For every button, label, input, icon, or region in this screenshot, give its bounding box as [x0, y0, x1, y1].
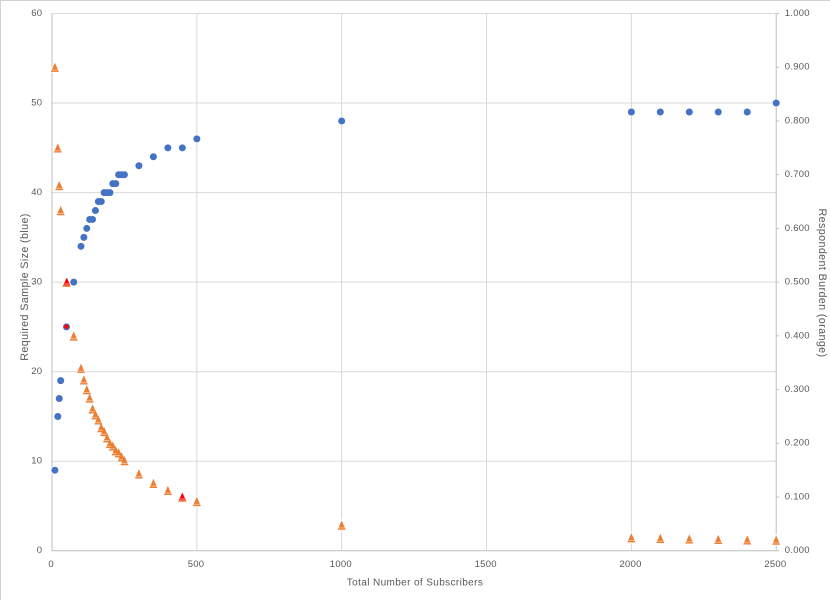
- svg-text:2500: 2500: [764, 559, 786, 570]
- svg-text:0.700: 0.700: [785, 169, 810, 180]
- svg-text:Total Number of Subscribers: Total Number of Subscribers: [347, 578, 483, 589]
- svg-text:1.000: 1.000: [785, 8, 810, 19]
- svg-text:0.000: 0.000: [785, 545, 810, 556]
- svg-text:50: 50: [31, 97, 42, 108]
- svg-text:0: 0: [48, 559, 54, 570]
- svg-text:0.400: 0.400: [785, 330, 810, 341]
- svg-text:Required Sample Size (blue): Required Sample Size (blue): [19, 213, 31, 360]
- svg-text:30: 30: [31, 277, 42, 288]
- svg-text:0.500: 0.500: [785, 277, 810, 288]
- svg-text:1000: 1000: [330, 559, 352, 570]
- svg-text:0: 0: [37, 545, 43, 556]
- svg-text:60: 60: [31, 8, 42, 19]
- svg-text:0.900: 0.900: [785, 62, 810, 73]
- svg-text:40: 40: [31, 187, 42, 198]
- svg-text:1500: 1500: [475, 559, 497, 570]
- svg-text:Respondent Burden (orange): Respondent Burden (orange): [816, 209, 828, 358]
- svg-text:2000: 2000: [619, 559, 641, 570]
- svg-text:10: 10: [31, 456, 42, 467]
- svg-text:0.200: 0.200: [785, 438, 810, 449]
- svg-text:0.600: 0.600: [785, 223, 810, 234]
- svg-text:0.100: 0.100: [785, 491, 810, 502]
- svg-text:0.800: 0.800: [785, 115, 810, 126]
- svg-text:0.300: 0.300: [785, 384, 810, 395]
- svg-text:500: 500: [188, 559, 205, 570]
- svg-text:20: 20: [31, 366, 42, 377]
